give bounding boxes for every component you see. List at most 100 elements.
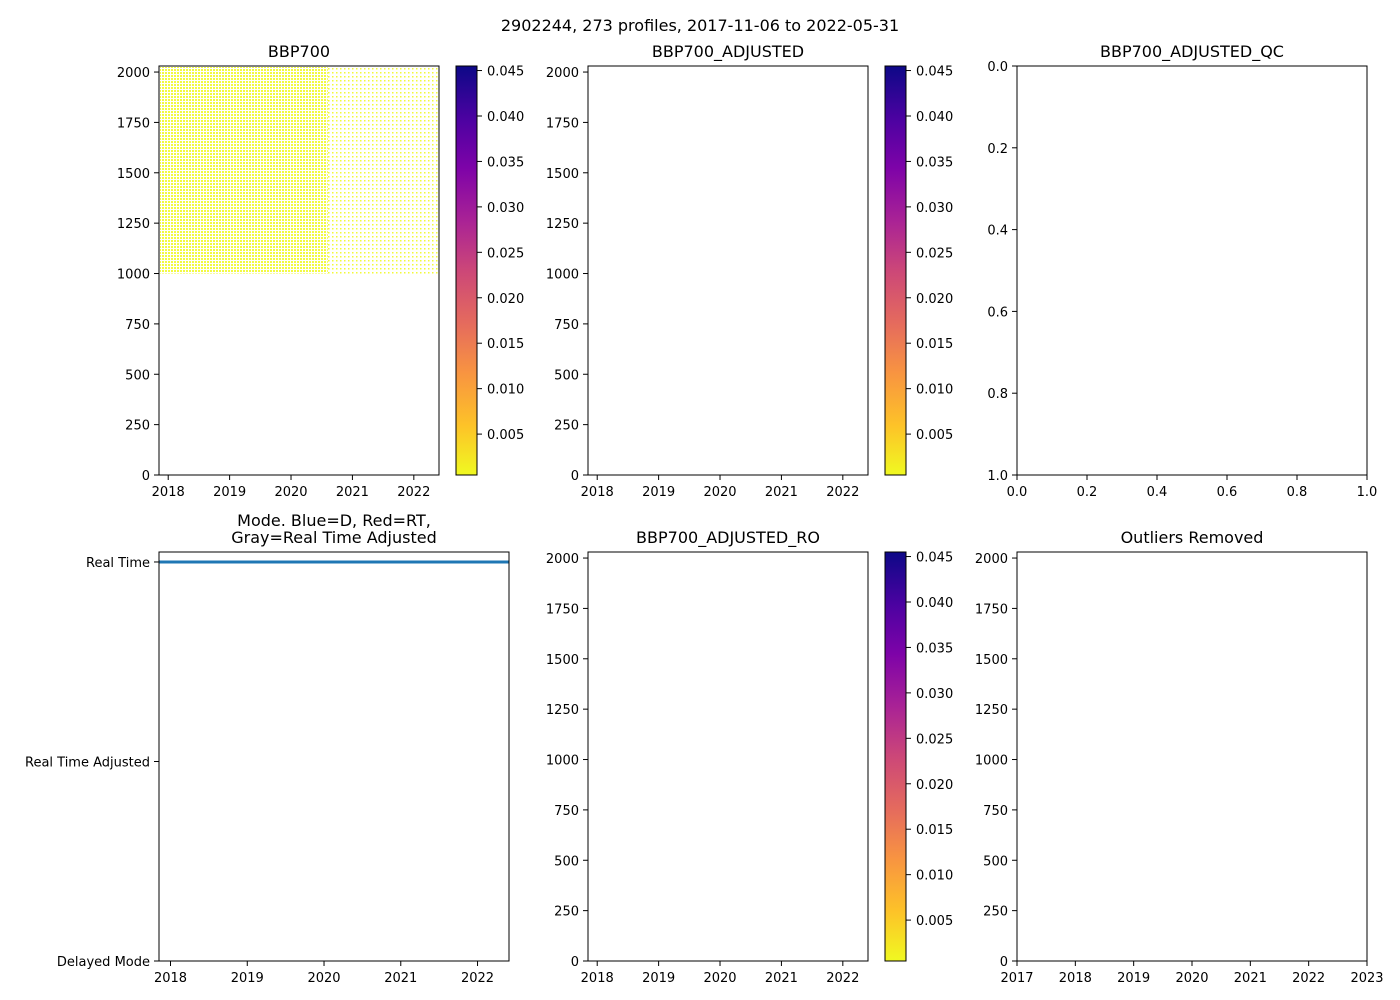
outliers-removed-xtick-label-4: 2021 (1234, 971, 1267, 986)
bbp700-adjusted-ro-ytick-label-4: 1000 (546, 754, 579, 769)
outliers-removed-xtick-label-1: 2018 (1059, 971, 1092, 986)
mode-xtick-label-2: 2020 (307, 971, 340, 986)
mode-title-line-1: Mode. Blue=D, Red=RT, (237, 511, 431, 530)
mode-chart: Mode. Blue=D, Red=RT,Gray=Real Time Adju… (25, 511, 510, 986)
bbp700-adjusted-ytick-label-0: 0 (571, 469, 579, 484)
outliers-removed-axes-frame (1016, 551, 1368, 962)
mode-title-line-2: Gray=Real Time Adjusted (231, 528, 437, 547)
bbp700-adjusted-colorbar-tick-label-0: 0.005 (916, 428, 953, 443)
mode-xtick-label-1: 2019 (231, 971, 264, 986)
bbp700-data-upper-sparse (327, 67, 438, 274)
bbp700-xtick-label-3: 2021 (336, 485, 369, 500)
bbp700-colorbar-tick-label-8: 0.045 (487, 65, 524, 80)
bbp700-adjusted-ro-xtick-label-1: 2019 (642, 971, 675, 986)
mode-ytick-label-0: Delayed Mode (57, 955, 150, 970)
bbp700-adjusted-ro-ytick-label-1: 250 (554, 905, 579, 920)
bbp700-colorbar-tick-label-5: 0.030 (487, 201, 524, 216)
bbp700-adjusted-ro-ytick-label-2: 500 (554, 854, 579, 869)
bbp700-adjusted-colorbar-tick-label-7: 0.040 (916, 110, 953, 125)
bbp700-adjusted-ytick-label-4: 1000 (546, 268, 579, 283)
bbp700-adjusted-chart: BBP700_ADJUSTED 2018 2019 2020 2021 2022 0 250 5… (546, 42, 953, 500)
bbp700-data-upper-dense (160, 67, 328, 274)
outliers-removed-ytick-label-6: 1500 (975, 653, 1008, 668)
mode-xtick-label-0: 2018 (154, 971, 187, 986)
bbp700-adjusted-colorbar-tick-label-5: 0.030 (916, 201, 953, 216)
bbp700-adjusted-ro-colorbar-tick-label-4: 0.025 (916, 732, 953, 747)
bbp700-adjusted-ytick-label-2: 500 (554, 368, 579, 383)
outliers-removed-title: Outliers Removed (1121, 528, 1264, 547)
bbp700-colorbar-tick-label-6: 0.035 (487, 155, 524, 170)
bbp700-adjusted-qc-chart: BBP700_ADJUSTED_QC0.0 0.2 0.4 0.6 0.8 1.00.00… (987, 42, 1377, 500)
bbp700-adjusted-xtick-label-3: 2021 (765, 485, 798, 500)
bbp700-adjusted-ro-xtick-label-4: 2022 (826, 971, 859, 986)
bbp700-adjusted-ro-axes-frame (587, 551, 869, 962)
bbp700-xtick-label-0: 2018 (152, 485, 185, 500)
outliers-removed-xtick-label-6: 2023 (1350, 971, 1383, 986)
bbp700-adjusted-xtick-label-0: 2018 (581, 485, 614, 500)
bbp700-axes-frame (158, 65, 440, 476)
outliers-removed-ytick-label-7: 1750 (975, 602, 1008, 617)
outliers-removed-ytick-label-5: 1250 (975, 703, 1008, 718)
bbp700-xtick-label-1: 2019 (213, 485, 246, 500)
bbp700-adjusted-qc-ytick-label-1: 0.2 (987, 142, 1008, 157)
bbp700-adjusted-colorbar-tick-label-1: 0.010 (916, 383, 953, 398)
bbp700-adjusted-colorbar-tick-label-3: 0.020 (916, 292, 953, 307)
bbp700-adjusted-qc-axes-frame (1016, 65, 1368, 476)
bbp700-adjusted-colorbar-tick-label-6: 0.035 (916, 155, 953, 170)
bbp700-adjusted-ro-xtick-label-3: 2021 (765, 971, 798, 986)
bbp700-adjusted-colorbar-tick-label-8: 0.045 (916, 65, 953, 80)
bbp700-ytick-label-1: 250 (125, 419, 150, 434)
bbp700-ytick-label-3: 750 (125, 318, 150, 333)
bbp700-colorbar-tick-label-1: 0.010 (487, 383, 524, 398)
bbp700-adjusted-axes-frame (587, 65, 869, 476)
bbp700-adjusted-qc-ytick-label-4: 0.8 (987, 387, 1008, 402)
outliers-removed-xtick-label-3: 2020 (1175, 971, 1208, 986)
bbp700-adjusted-ro-ytick-label-3: 750 (554, 804, 579, 819)
bbp700-adjusted-ro-xtick-label-2: 2020 (703, 971, 736, 986)
bbp700-ytick-label-0: 0 (142, 469, 150, 484)
bbp700-ytick-label-5: 1250 (117, 217, 150, 232)
bbp700-adjusted-ytick-label-7: 1750 (546, 116, 579, 131)
bbp700-adjusted-ro-ytick-label-8: 2000 (546, 552, 579, 567)
bbp700-adjusted-ro-colorbar-tick-label-1: 0.010 (916, 869, 953, 884)
bbp700-adjusted-ytick-label-6: 1500 (546, 167, 579, 182)
outliers-removed-ytick-label-3: 750 (983, 804, 1008, 819)
bbp700-adjusted-qc-xtick-label-0: 0.0 (1007, 485, 1028, 500)
bbp700-chart: BBP700 2018 2019 2020 2021 2022 0 250 500 750 1000… (117, 42, 524, 500)
bbp700-adjusted-ro-ytick-label-6: 1500 (546, 653, 579, 668)
bbp700-xtick-label-4: 2022 (397, 485, 430, 500)
outliers-removed-ytick-label-8: 2000 (975, 552, 1008, 567)
outliers-removed-ytick-label-0: 0 (1000, 955, 1008, 970)
bbp700-adjusted-ro-colorbar-tick-label-5: 0.030 (916, 687, 953, 702)
mode-ytick-label-1: Real Time Adjusted (25, 755, 150, 770)
outliers-removed-xtick-label-0: 2017 (1000, 971, 1033, 986)
bbp700-ytick-label-2: 500 (125, 368, 150, 383)
bbp700-adjusted-qc-ytick-label-3: 0.6 (987, 305, 1008, 320)
mode-axes-frame (158, 551, 510, 962)
outliers-removed-chart: Outliers Removed 2017 2018 2019 2020 2021 2022… (975, 528, 1384, 986)
bbp700-adjusted-ro-colorbar (884, 551, 907, 962)
bbp700-adjusted-qc-xtick-label-4: 0.8 (1287, 485, 1308, 500)
bbp700-colorbar-tick-label-3: 0.020 (487, 292, 524, 307)
bbp700-adjusted-colorbar (884, 65, 907, 476)
bbp700-adjusted-qc-xtick-label-3: 0.6 (1217, 485, 1238, 500)
bbp700-adjusted-ro-ytick-label-0: 0 (571, 955, 579, 970)
mode-xtick-label-4: 2022 (461, 971, 494, 986)
outliers-removed-xtick-label-5: 2022 (1292, 971, 1325, 986)
bbp700-colorbar (455, 65, 478, 476)
bbp700-adjusted-colorbar-tick-label-4: 0.025 (916, 246, 953, 261)
bbp700-ytick-label-4: 1000 (117, 268, 150, 283)
bbp700-adjusted-ro-title: BBP700_ADJUSTED_RO (636, 528, 820, 548)
bbp700-colorbar-tick-label-7: 0.040 (487, 110, 524, 125)
figure-title: 2902244, 273 profiles, 2017-11-06 to 202… (500, 16, 900, 35)
bbp700-adjusted-ytick-label-5: 1250 (546, 217, 579, 232)
bbp700-adjusted-xtick-label-2: 2020 (703, 485, 736, 500)
bbp700-adjusted-ytick-label-3: 750 (554, 318, 579, 333)
bbp700-ytick-label-7: 1750 (117, 116, 150, 131)
bbp700-adjusted-colorbar-tick-label-2: 0.015 (916, 337, 953, 352)
mode-xtick-label-3: 2021 (384, 971, 417, 986)
bbp700-adjusted-ro-colorbar-tick-label-8: 0.045 (916, 551, 953, 566)
bbp700-title: BBP700 (268, 42, 330, 61)
bbp700-adjusted-ro-colorbar-tick-label-0: 0.005 (916, 914, 953, 929)
